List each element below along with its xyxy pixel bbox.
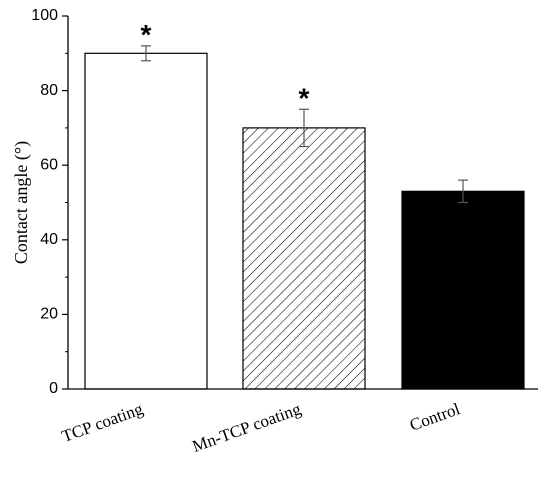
bar-1 — [242, 127, 366, 390]
error-bar-2 — [458, 179, 468, 204]
y-tick-label-1: 20 — [40, 306, 58, 323]
error-bars — [141, 45, 468, 204]
bar-0 — [84, 52, 208, 390]
y-tick-label-3: 60 — [40, 156, 58, 173]
y-axis-title: Contact angle (°) — [11, 141, 32, 264]
error-bar-0 — [141, 45, 151, 62]
significance-mark-1: * — [299, 82, 310, 113]
y-tick-label-2: 40 — [40, 231, 58, 248]
y-tick-label-4: 80 — [40, 82, 58, 99]
significance-mark-0: * — [141, 19, 152, 50]
category-label-2: Control — [407, 399, 463, 435]
axes — [62, 15, 538, 390]
category-label-0: TCP coating — [59, 399, 146, 446]
error-bar-1 — [299, 108, 309, 148]
y-tick-label-5: 100 — [31, 7, 58, 24]
category-label-1: Mn-TCP coating — [190, 399, 304, 456]
significance-marks: ** — [141, 19, 310, 113]
y-tick-label-0: 0 — [49, 380, 58, 397]
bar-2 — [401, 190, 525, 390]
